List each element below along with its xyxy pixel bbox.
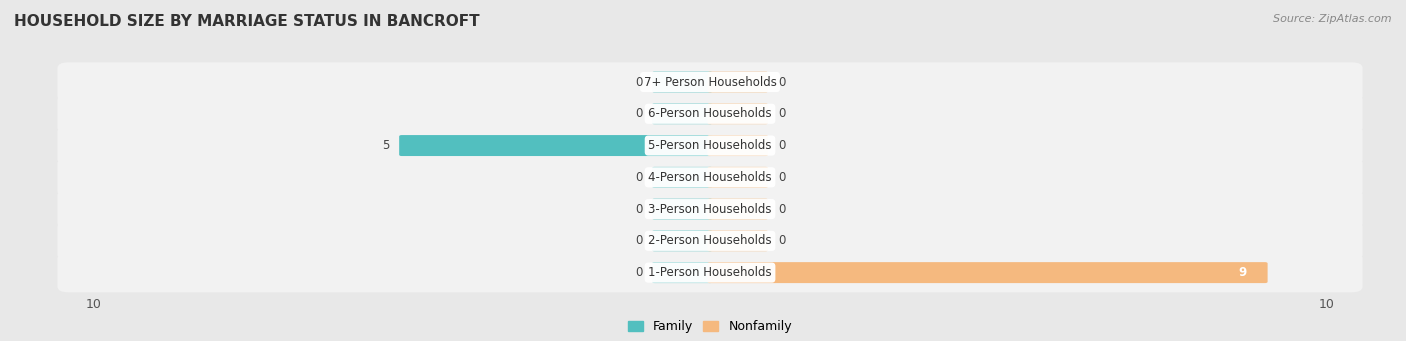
FancyBboxPatch shape xyxy=(707,72,768,92)
Text: 4-Person Households: 4-Person Households xyxy=(648,171,772,184)
Text: 1-Person Households: 1-Person Households xyxy=(648,266,772,279)
FancyBboxPatch shape xyxy=(652,72,713,92)
Text: 5-Person Households: 5-Person Households xyxy=(648,139,772,152)
Text: 0: 0 xyxy=(634,75,643,89)
FancyBboxPatch shape xyxy=(707,262,1268,283)
Text: 0: 0 xyxy=(634,107,643,120)
FancyBboxPatch shape xyxy=(707,231,768,251)
Text: 0: 0 xyxy=(778,107,786,120)
FancyBboxPatch shape xyxy=(652,198,713,220)
FancyBboxPatch shape xyxy=(707,135,768,156)
Text: 0: 0 xyxy=(778,171,786,184)
FancyBboxPatch shape xyxy=(652,167,713,188)
FancyBboxPatch shape xyxy=(652,231,713,251)
Legend: Family, Nonfamily: Family, Nonfamily xyxy=(623,315,797,338)
FancyBboxPatch shape xyxy=(652,103,713,124)
FancyBboxPatch shape xyxy=(707,103,768,124)
FancyBboxPatch shape xyxy=(399,135,713,156)
Text: 0: 0 xyxy=(778,75,786,89)
Text: 2-Person Households: 2-Person Households xyxy=(648,234,772,247)
FancyBboxPatch shape xyxy=(707,167,768,188)
FancyBboxPatch shape xyxy=(58,62,1362,102)
Text: 6-Person Households: 6-Person Households xyxy=(648,107,772,120)
FancyBboxPatch shape xyxy=(58,158,1362,197)
FancyBboxPatch shape xyxy=(58,221,1362,261)
Text: 0: 0 xyxy=(634,234,643,247)
FancyBboxPatch shape xyxy=(58,126,1362,165)
FancyBboxPatch shape xyxy=(58,253,1362,292)
Text: 0: 0 xyxy=(634,266,643,279)
Text: 3-Person Households: 3-Person Households xyxy=(648,203,772,216)
Text: HOUSEHOLD SIZE BY MARRIAGE STATUS IN BANCROFT: HOUSEHOLD SIZE BY MARRIAGE STATUS IN BAN… xyxy=(14,14,479,29)
Text: 7+ Person Households: 7+ Person Households xyxy=(644,75,776,89)
FancyBboxPatch shape xyxy=(58,94,1362,133)
Text: Source: ZipAtlas.com: Source: ZipAtlas.com xyxy=(1274,14,1392,24)
Text: 0: 0 xyxy=(778,139,786,152)
Text: 0: 0 xyxy=(634,171,643,184)
Text: 5: 5 xyxy=(382,139,389,152)
Text: 0: 0 xyxy=(778,203,786,216)
FancyBboxPatch shape xyxy=(58,189,1362,229)
Text: 9: 9 xyxy=(1239,266,1247,279)
Text: 0: 0 xyxy=(778,234,786,247)
FancyBboxPatch shape xyxy=(707,198,768,220)
FancyBboxPatch shape xyxy=(652,262,713,283)
Text: 0: 0 xyxy=(634,203,643,216)
